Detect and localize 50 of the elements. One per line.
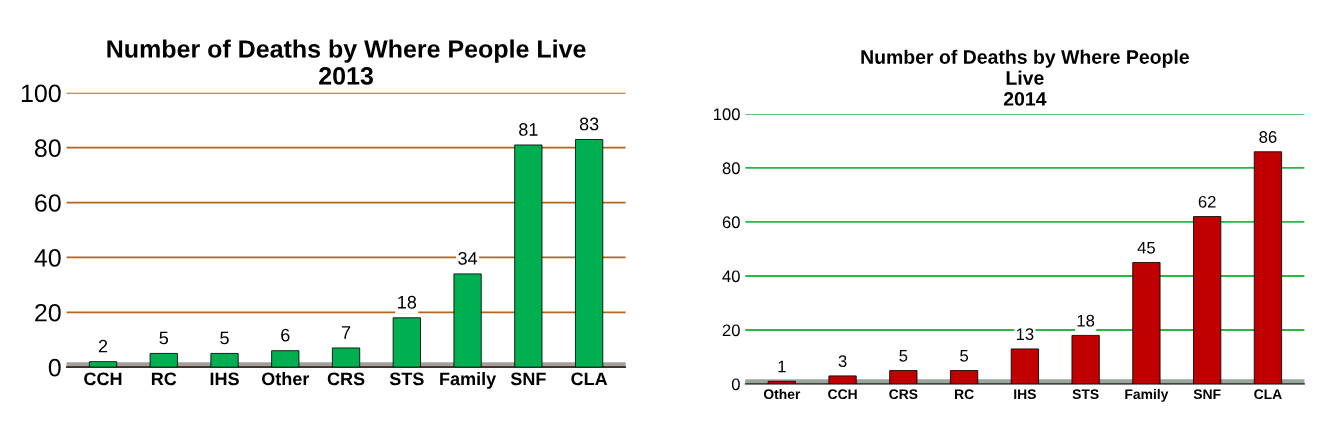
- data-label: 86: [1259, 131, 1277, 143]
- y-tick-label: 0: [731, 378, 740, 391]
- x-tick-label: CRS: [327, 372, 365, 386]
- data-label: 5: [960, 350, 969, 362]
- data-label: 45: [1137, 242, 1155, 254]
- chart-title: Number of Deaths by Where People Live 2014: [861, 49, 1189, 106]
- data-label: 5: [220, 331, 229, 345]
- x-tick-label: Other: [261, 372, 310, 386]
- data-label: 3: [838, 355, 847, 368]
- chart-title: Number of Deaths by Where People Live 2013: [107, 39, 586, 85]
- x-tick-label: RC: [955, 389, 974, 400]
- data-label: 18: [398, 295, 417, 309]
- x-tick-label: IHS: [1014, 389, 1036, 400]
- y-tick-label: 100: [713, 108, 740, 121]
- x-tick-label: Family: [1125, 388, 1169, 402]
- y-tick-label: 60: [722, 216, 740, 229]
- x-tick-label: SNF: [510, 372, 546, 386]
- data-label: 81: [519, 123, 538, 136]
- x-tick-label: CLA: [571, 372, 608, 386]
- data-label: 18: [1077, 314, 1095, 327]
- data-label: 5: [899, 350, 908, 362]
- data-label: 34: [458, 251, 478, 265]
- data-label: 7: [341, 326, 351, 339]
- y-tick-label: 20: [722, 324, 740, 337]
- x-tick-label: Other: [763, 388, 801, 400]
- data-label: 83: [579, 117, 599, 131]
- x-tick-label: STS: [1072, 389, 1099, 400]
- y-tick-label: 40: [722, 270, 740, 283]
- data-label: 13: [1016, 328, 1034, 341]
- x-tick-label: CCH: [84, 372, 122, 386]
- y-tick-label: 40: [34, 249, 61, 267]
- x-tick-label: CCH: [828, 389, 857, 400]
- x-tick-label: RC: [151, 372, 177, 386]
- data-label: 62: [1198, 195, 1216, 208]
- y-tick-label: 80: [34, 139, 61, 157]
- y-tick-label: 100: [21, 84, 61, 103]
- y-tick-label: 80: [722, 162, 740, 175]
- data-label: 6: [281, 328, 290, 342]
- data-label: 5: [159, 331, 169, 345]
- x-tick-label: Family: [440, 372, 497, 389]
- x-tick-label: SNF: [1193, 389, 1221, 400]
- x-tick-label: IHS: [210, 372, 239, 386]
- y-tick-label: 0: [48, 358, 61, 377]
- data-label: 1: [778, 360, 786, 373]
- x-tick-label: STS: [389, 372, 424, 386]
- y-tick-label: 20: [35, 303, 61, 322]
- x-tick-label: CRS: [889, 389, 918, 400]
- y-tick-label: 60: [35, 194, 61, 212]
- data-label: 2: [98, 339, 108, 353]
- x-tick-label: CLA: [1254, 389, 1282, 400]
